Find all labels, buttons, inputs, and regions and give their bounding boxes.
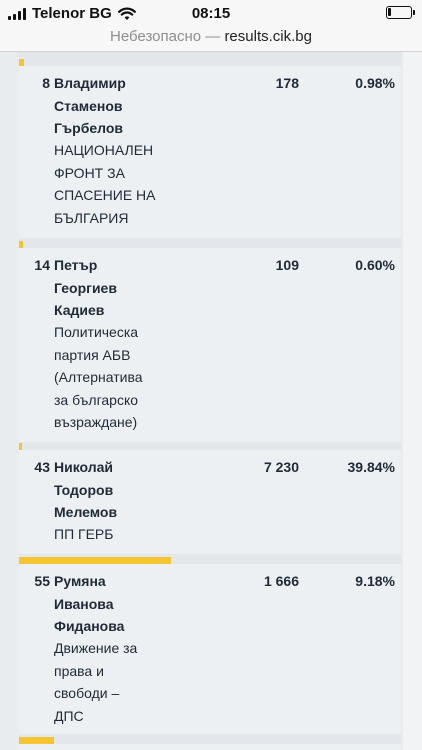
candidate-votes: 1 666 [263, 573, 299, 589]
vote-share-bar [19, 737, 54, 744]
carrier-label: Telenor BG [32, 5, 112, 22]
candidate-percent: 39.84% [347, 459, 395, 475]
table-row: 14 Петър Георгиев Кадиев Политическа пар… [19, 248, 401, 442]
candidate-party: НАЦИОНАЛЕН ФРОНТ ЗА СПАСЕНИЕ НА БЪЛГАРИЯ [54, 142, 156, 226]
vote-share-bar [19, 557, 171, 564]
candidate-party: Политическа партия АБВ (Алтернатива за б… [54, 324, 143, 430]
candidate-votes: 109 [275, 257, 299, 273]
candidate-name: Владимир Стаменов Гърбелов [54, 75, 126, 136]
wifi-icon [117, 7, 136, 20]
status-bar: Telenor BG 08:15 [0, 0, 422, 26]
address-bar[interactable]: Небезопасно — results.cik.bg [0, 26, 422, 52]
candidate-number: 8 [42, 75, 50, 91]
candidate-percent: 9.18% [355, 573, 395, 589]
candidate-name: Петър Георгиев Кадиев [54, 257, 117, 318]
table-row [19, 744, 401, 750]
candidate-number: 43 [34, 459, 50, 475]
clock: 08:15 [191, 5, 231, 22]
results-page: 8 Владимир Стаменов Гърбелов НАЦИОНАЛЕН … [0, 52, 422, 750]
table-row: 55 Румяна Иванова Фиданова Движение за п… [19, 564, 401, 734]
candidate-votes: 178 [275, 75, 299, 91]
vote-share-bar [19, 241, 23, 248]
previous-row-bar [19, 59, 24, 66]
table-row: 43 Николай Тодоров Мелемов ПП ГЕРБ 7 230… [19, 450, 401, 554]
battery-icon [386, 6, 415, 19]
candidate-number: 55 [34, 573, 50, 589]
status-left: Telenor BG [8, 5, 136, 22]
candidate-number: 14 [34, 257, 50, 273]
candidate-percent: 0.60% [355, 257, 395, 273]
insecure-label: Небезопасно — [110, 28, 221, 45]
table-row: 8 Владимир Стаменов Гърбелов НАЦИОНАЛЕН … [19, 66, 401, 238]
host-label: results.cik.bg [224, 28, 312, 45]
right-stripe [403, 52, 422, 750]
candidate-name: Румяна Иванова Фиданова [54, 573, 125, 634]
candidate-votes: 7 230 [263, 459, 299, 475]
vote-share-bar [19, 443, 22, 450]
candidate-party: ПП ГЕРБ [54, 526, 114, 542]
battery-level [388, 8, 391, 16]
candidate-name: Николай Тодоров Мелемов [54, 459, 118, 520]
candidate-percent: 0.98% [355, 75, 395, 91]
candidate-party: Движение за права и свободи – ДПС [54, 640, 138, 724]
signal-icon [8, 7, 26, 20]
